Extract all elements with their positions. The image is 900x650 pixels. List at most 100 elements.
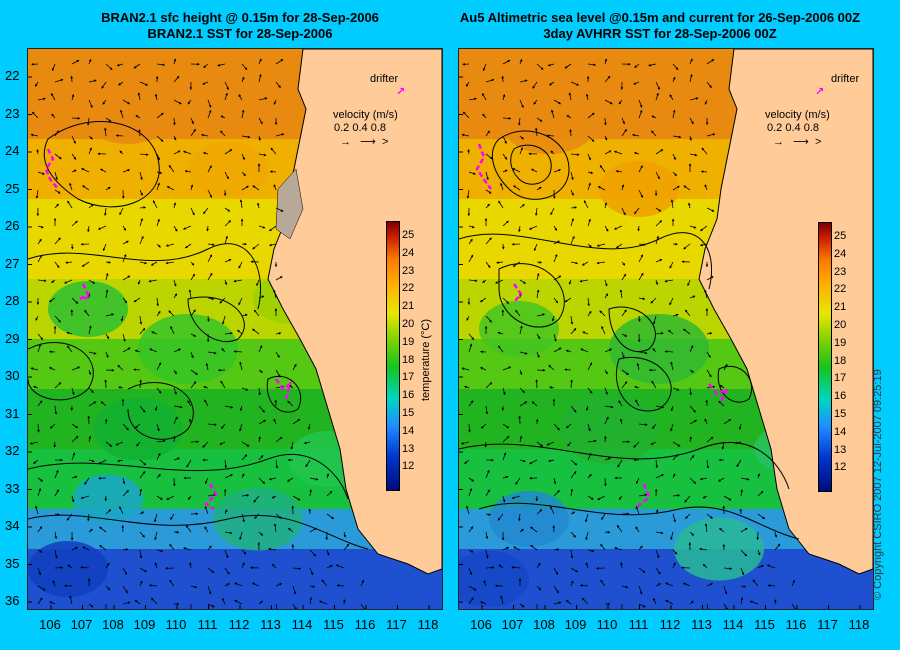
velocity-arrowhead [504, 157, 508, 160]
velocity-arrowhead [550, 150, 554, 154]
velocity-arrowhead [106, 355, 109, 359]
velocity-arrow [122, 477, 125, 484]
velocity-arrowhead [699, 477, 703, 481]
velocity-arrow [32, 111, 39, 119]
velocity-arrow [570, 459, 577, 466]
velocity-arrowhead [669, 302, 672, 306]
sst-patch [599, 161, 679, 217]
velocity-arrow [513, 185, 521, 191]
velocity-arrowhead [743, 585, 747, 588]
velocity-arrowhead [269, 170, 273, 173]
velocity-arrowhead [239, 361, 242, 365]
velocity-arrowhead [555, 572, 558, 575]
velocity-arrow [105, 313, 114, 317]
velocity-arrowhead [66, 518, 70, 521]
velocity-arrowhead [102, 101, 105, 105]
velocity-arrow [190, 309, 196, 317]
velocity-arrow [672, 494, 680, 497]
velocity-arrowhead [673, 76, 676, 80]
velocity-arrow [139, 549, 142, 558]
velocity-arrow [309, 567, 313, 575]
velocity-arrow [156, 112, 164, 119]
velocity-arrow [252, 582, 260, 587]
velocity-arrow [495, 279, 504, 284]
velocity-arrow [768, 584, 776, 587]
velocity-arrow [269, 477, 277, 480]
velocity-arrow [566, 423, 572, 429]
velocity-arrow [723, 585, 727, 594]
velocity-arrow [105, 63, 113, 70]
velocity-arrowhead [225, 92, 228, 96]
velocity-arrow [207, 297, 214, 300]
velocity-arrowhead [31, 62, 35, 66]
velocity-arrow [186, 459, 192, 468]
velocity-arrow [151, 261, 158, 266]
velocity-arrow [604, 387, 608, 395]
velocity-arrow [54, 153, 62, 160]
velocity-arrow [706, 513, 713, 519]
velocity-arrow [621, 369, 629, 375]
velocity-arrow [570, 531, 576, 538]
velocity-arrow [291, 441, 294, 449]
velocity-arrow [54, 189, 61, 194]
velocity-arrow [548, 365, 555, 371]
velocity-arrow [122, 601, 130, 605]
velocity-arrow [587, 153, 591, 160]
latitude-labels: 22 23 24 25 26 27 28 29 30 31 32 33 34 35 36 [5, 48, 25, 608]
velocity-arrowhead [140, 193, 143, 196]
velocity-arrow [485, 189, 492, 194]
velocity-arrowhead [568, 281, 572, 285]
velocity-arrow [326, 565, 333, 569]
velocity-arrowhead [77, 117, 81, 120]
velocity-arrow [706, 583, 713, 587]
velocity-arrowhead [35, 505, 38, 509]
velocity-arrow [604, 405, 613, 408]
velocity-arrowhead [620, 87, 624, 91]
velocity-arrow [49, 601, 56, 605]
velocity-arrow [485, 531, 488, 539]
velocity-arrow [156, 453, 161, 461]
velocity-arrowhead [173, 58, 177, 62]
velocity-arrowhead [520, 325, 523, 329]
velocity-arrowhead [655, 282, 659, 286]
velocity-arrowhead [160, 112, 164, 116]
velocity-arrow [138, 93, 141, 101]
velocity-arrow [336, 564, 345, 569]
velocity-arrow [224, 332, 232, 335]
velocity-arrow [652, 423, 657, 429]
velocity-arrow [536, 585, 542, 591]
velocity-arrowhead [335, 564, 339, 567]
velocity-arrow [529, 225, 538, 230]
velocity-arrowhead [82, 546, 85, 549]
velocity-arrow [67, 345, 73, 353]
velocity-arrowhead [29, 442, 33, 445]
velocity-arrow [655, 207, 661, 212]
velocity-arrow [292, 364, 297, 371]
velocity-arrow [275, 133, 284, 137]
right-drifter-label: drifter [831, 73, 860, 85]
velocity-arrowhead [610, 405, 614, 409]
velocity-arrowhead [206, 339, 210, 343]
velocity-arrow [480, 601, 487, 605]
lon-label-106: 106 [470, 617, 492, 632]
velocity-arrowhead [35, 318, 38, 321]
velocity-arrowhead [596, 244, 600, 247]
velocity-arrow [502, 94, 505, 101]
velocity-arrowhead [246, 185, 249, 189]
velocity-arrowhead [513, 546, 516, 549]
velocity-arrowhead [154, 93, 158, 97]
velocity-arrowhead [310, 572, 314, 576]
velocity-arrow [536, 117, 542, 122]
velocity-arrowhead [109, 444, 113, 447]
velocity-arrow [570, 81, 579, 86]
velocity-arrowhead [48, 299, 52, 303]
velocity-arrowhead [589, 473, 592, 477]
velocity-arrowhead [620, 561, 623, 565]
velocity-arrow [580, 279, 589, 282]
lon-label-112: 112 [228, 617, 250, 632]
velocity-arrowhead [176, 75, 180, 79]
velocity-arrowhead [672, 109, 676, 113]
sst-patch [499, 84, 599, 154]
velocity-arrow [683, 243, 691, 250]
velocity-arrowhead [619, 289, 623, 293]
